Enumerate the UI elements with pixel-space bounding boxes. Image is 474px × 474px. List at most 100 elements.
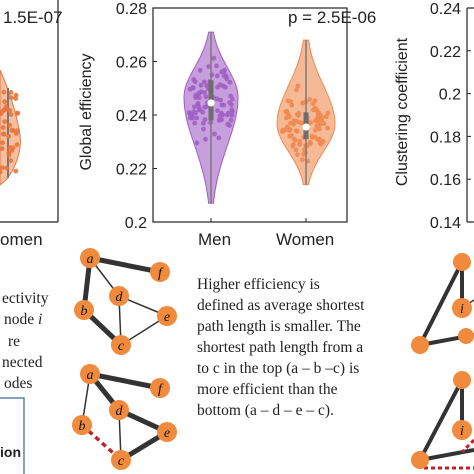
median-women — [302, 123, 310, 131]
data-point-women — [2, 99, 7, 105]
median-men — [207, 99, 215, 107]
global-efficiency-panel: 0.2 0.22 0.24 0.26 0.28 — [116, 1, 348, 232]
data-point-men — [198, 82, 204, 88]
description-line: more efficient than the — [197, 381, 338, 398]
svg-text:d: d — [116, 290, 124, 305]
data-point-women — [0, 146, 5, 152]
edge-a-f — [89, 255, 161, 275]
data-point-men — [193, 92, 199, 98]
data-point-men — [202, 117, 208, 122]
node-b: b — [74, 300, 94, 320]
data-point-men — [229, 113, 235, 118]
node-d: d — [109, 286, 129, 306]
data-point-women — [312, 127, 318, 133]
data-point-women — [14, 142, 20, 148]
data-point-women — [317, 136, 322, 142]
data-point-women — [295, 83, 301, 89]
data-point-women — [7, 123, 13, 128]
data-point-women — [287, 133, 293, 139]
right-ytick-label: 0.18 — [430, 129, 461, 146]
data-point-women — [10, 145, 16, 151]
data-point-women — [287, 127, 293, 132]
data-point-men — [217, 82, 223, 88]
data-point-men — [200, 109, 206, 115]
mid-xlabel-women: Women — [276, 230, 335, 249]
data-point-women — [0, 108, 6, 114]
data-point-men — [194, 140, 200, 146]
data-point-men — [192, 104, 197, 110]
data-point-men — [218, 97, 223, 103]
mid-axes: 0.2 0.22 0.24 0.26 0.28 — [116, 1, 348, 232]
left-info-box — [0, 397, 25, 474]
clustering-panel: 0.14 0.16 0.18 0.2 0.22 0.24 — [430, 1, 474, 232]
node-b: b — [72, 415, 92, 435]
left-pvalue: 1.5E-07 — [3, 8, 63, 27]
edge-a-f — [89, 371, 161, 391]
svg-text:f: f — [158, 266, 164, 281]
left-panel — [0, 0, 59, 223]
data-point-men — [191, 77, 197, 82]
data-point-women — [283, 109, 289, 115]
node-f: f — [150, 378, 170, 398]
right-node-i-2: i — [452, 420, 472, 440]
node-d: d — [109, 400, 129, 420]
right-node-top — [453, 253, 471, 271]
right-ytick-label: 0.24 — [430, 1, 461, 18]
data-point-men — [227, 123, 232, 128]
data-point-women — [317, 121, 323, 127]
right-node-top-2 — [453, 371, 471, 389]
node-c: c — [111, 450, 131, 470]
data-point-men — [219, 102, 225, 108]
mid-xlabel-men: Men — [198, 230, 232, 249]
data-point-men — [229, 102, 234, 108]
description-line: Higher efficiency is — [197, 276, 320, 293]
right-ytick-label: 0.22 — [430, 44, 461, 61]
node-c: c — [111, 335, 131, 355]
node-e: e — [157, 422, 177, 442]
graph-top: a f b d e c — [74, 248, 177, 355]
data-point-women — [1, 131, 6, 137]
data-point-women — [315, 118, 320, 124]
data-point-men — [221, 73, 227, 79]
data-point-men — [203, 94, 209, 100]
data-point-women — [312, 134, 318, 140]
data-point-women — [1, 89, 7, 95]
left-text-line: re — [8, 333, 21, 350]
right-edge-7 — [419, 448, 474, 462]
data-point-men — [194, 115, 200, 121]
data-point-women — [13, 131, 19, 137]
data-point-women — [294, 111, 300, 117]
data-point-women — [308, 120, 313, 125]
data-point-women — [0, 125, 6, 130]
data-point-men — [192, 120, 198, 126]
data-point-women — [318, 141, 324, 147]
left-box-label: ion — [0, 444, 21, 460]
data-point-men — [214, 73, 220, 79]
mid-ytick-label: 0.22 — [116, 162, 147, 179]
data-point-men — [230, 109, 235, 114]
data-point-women — [308, 141, 313, 147]
data-point-women — [0, 140, 5, 146]
data-point-women — [323, 114, 329, 119]
description-line: bottom (a – d – e – c). — [197, 402, 334, 419]
data-point-women — [298, 120, 304, 126]
data-point-women — [13, 92, 19, 98]
data-point-men — [214, 63, 219, 69]
data-point-women — [300, 157, 305, 163]
data-point-men — [212, 131, 217, 137]
svg-text:c: c — [118, 454, 125, 469]
right-ytick-label: 0.14 — [430, 215, 461, 232]
data-point-women — [312, 98, 318, 103]
left-text-line: node i — [4, 311, 43, 328]
mid-pvalue: p = 2.5E-06 — [288, 8, 377, 27]
data-point-women — [286, 114, 292, 120]
data-point-women — [6, 150, 12, 156]
data-point-men — [209, 72, 215, 78]
description-line: shortest path length from a — [197, 339, 364, 356]
data-point-men — [211, 55, 217, 61]
mid-ytick-label: 0.2 — [125, 215, 147, 232]
data-point-women — [307, 97, 313, 102]
right-node-left — [411, 336, 429, 354]
right-node-i: i — [452, 298, 472, 318]
node-f: f — [150, 262, 170, 282]
